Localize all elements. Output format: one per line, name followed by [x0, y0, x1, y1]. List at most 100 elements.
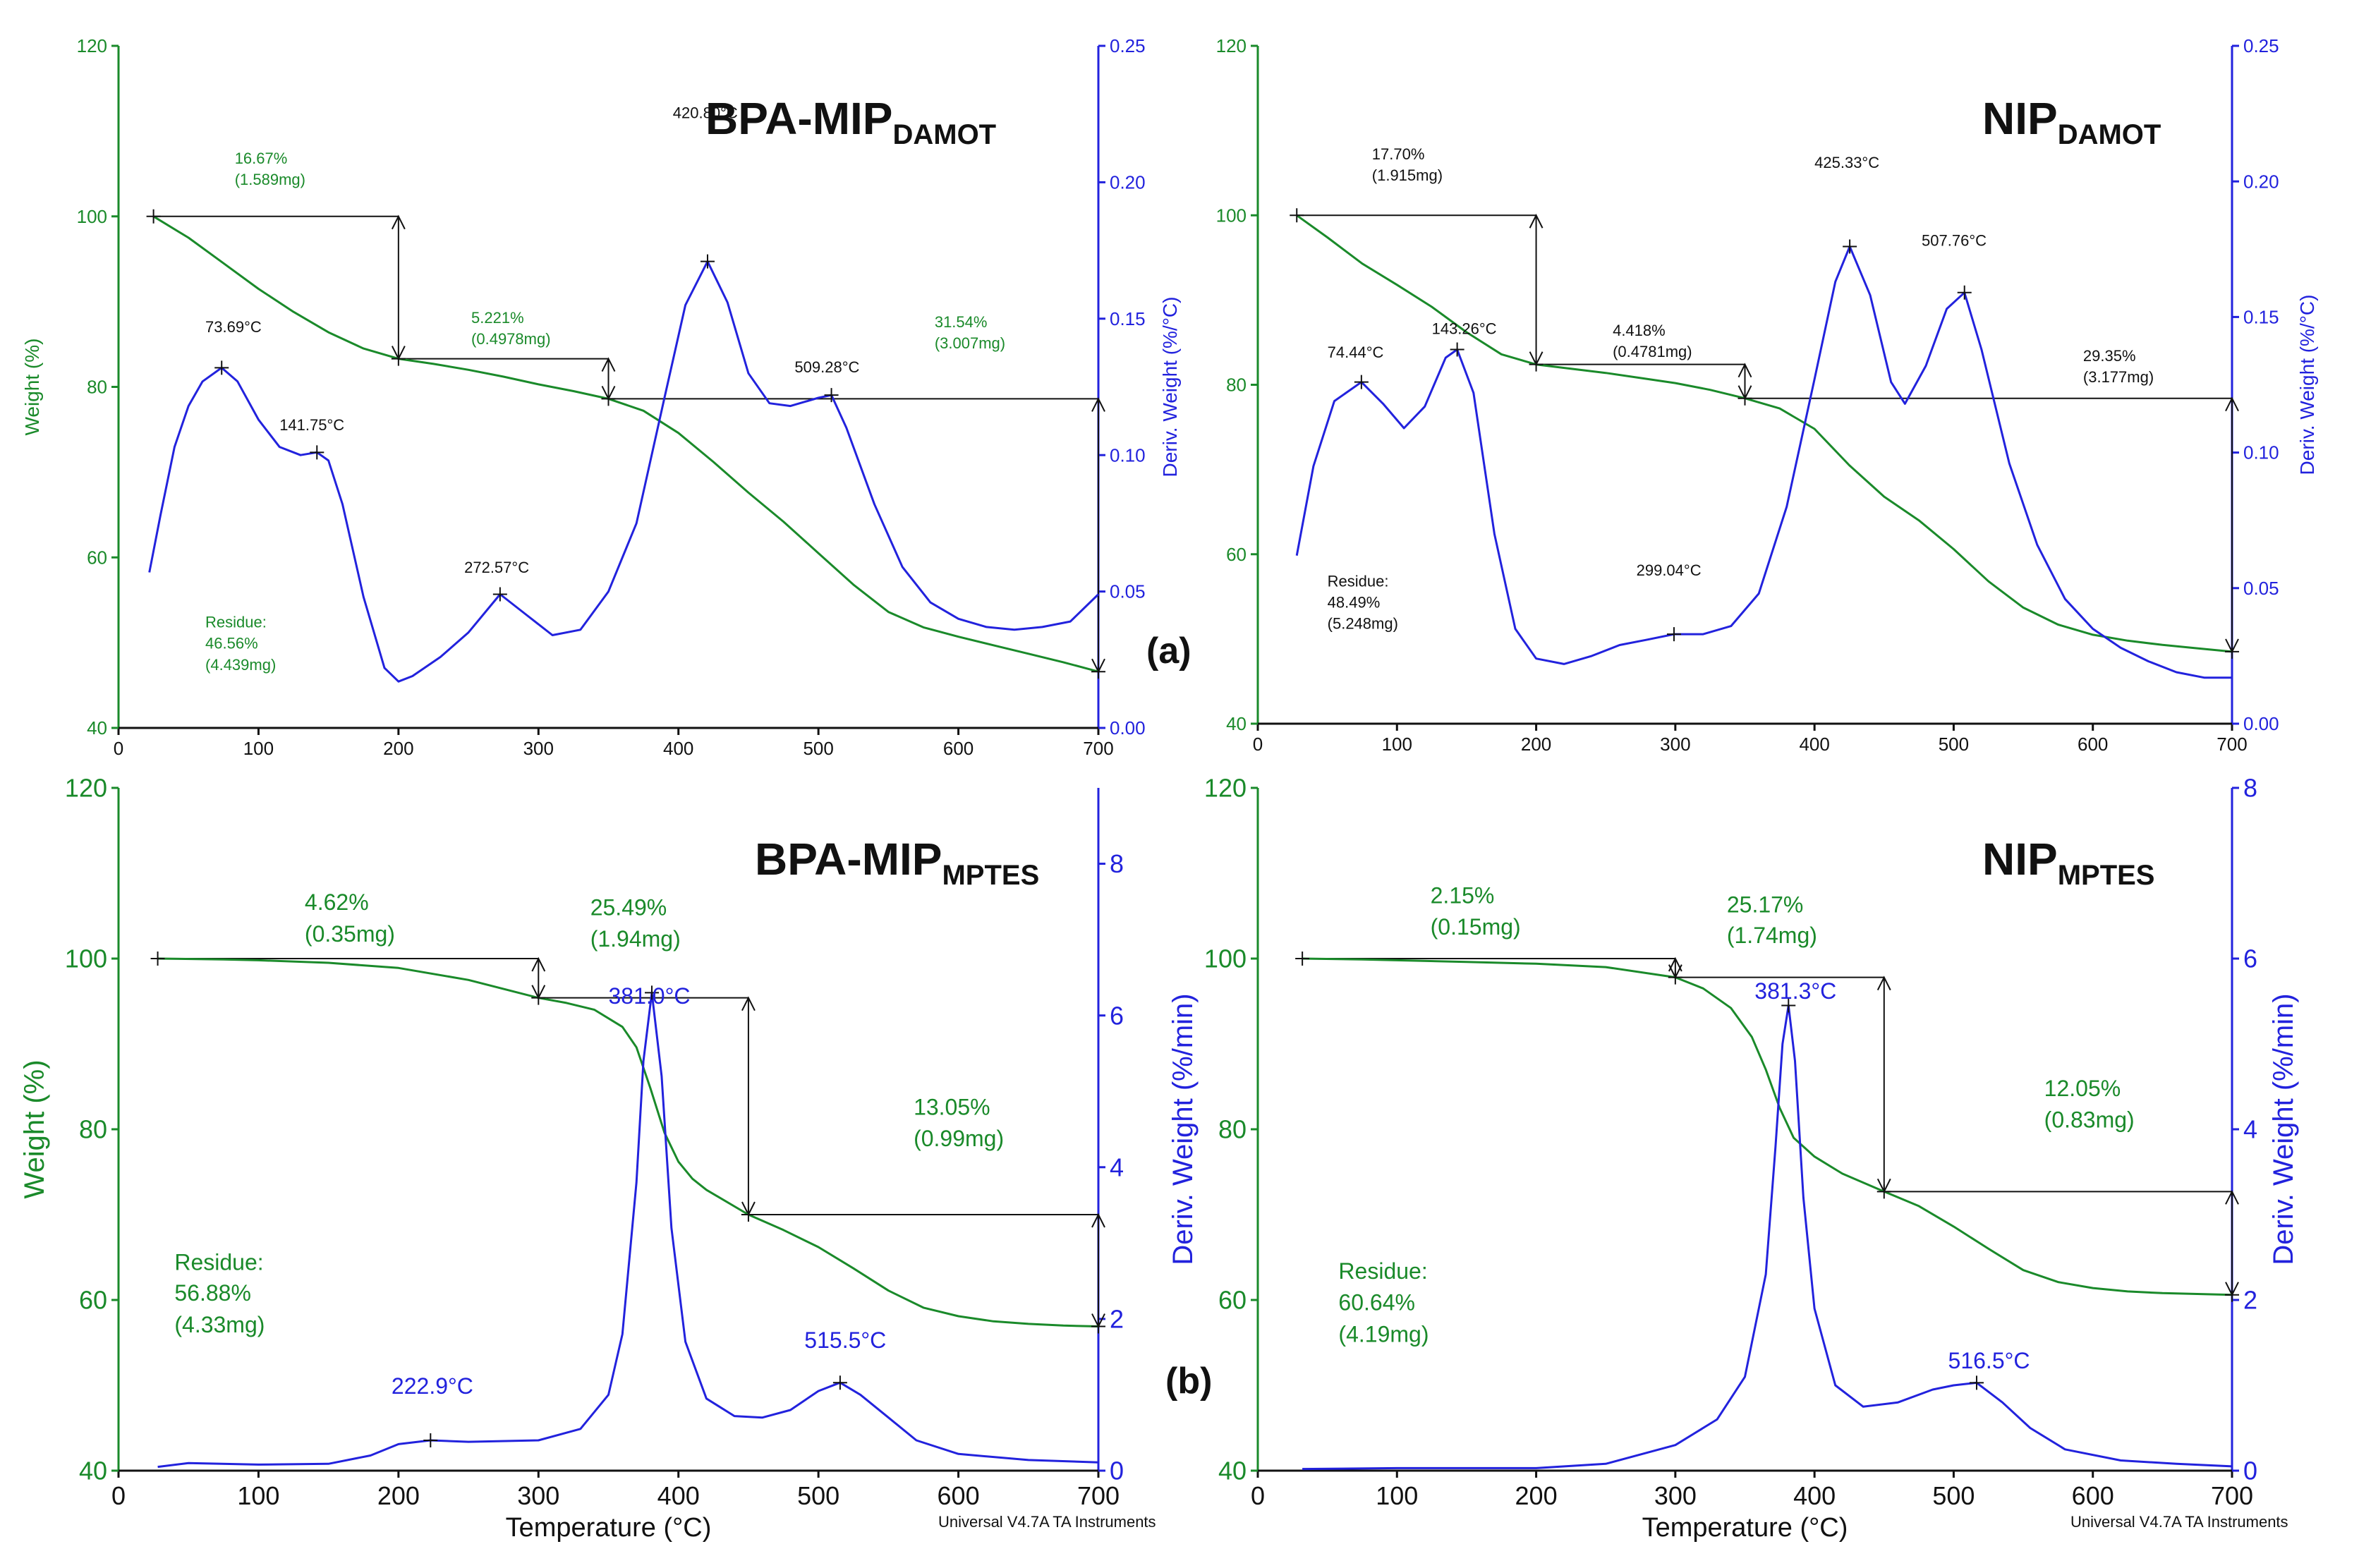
x-tick-label: 400: [657, 1481, 700, 1510]
cursor-marker: [150, 952, 165, 966]
annotation-label: 12.05%: [2044, 1076, 2121, 1101]
annotation-label: Residue:: [174, 1250, 263, 1275]
annotation-label: (4.19mg): [1338, 1321, 1429, 1347]
cursor-marker: [1354, 375, 1369, 389]
annotation-label: 222.9°C: [392, 1373, 473, 1399]
cursor-marker: [1666, 627, 1681, 642]
x-axis-label: Temperature (°C): [1642, 1513, 1848, 1543]
deriv-weight-curve: [148, 260, 1100, 683]
x-tick-label: 300: [1654, 1481, 1697, 1510]
y-left-tick-label: 120: [65, 774, 107, 803]
y-left-tick-label: 60: [1218, 1286, 1247, 1315]
x-tick-label: 200: [377, 1481, 420, 1510]
annotation-label: (5.248mg): [1328, 614, 1398, 632]
cursor-marker: [700, 254, 715, 269]
step-arrow-up: [601, 357, 616, 372]
step-arrow-up: [391, 214, 406, 230]
y-right-tick-label: 0.05: [2243, 578, 2279, 599]
annotation-label: 60.64%: [1338, 1290, 1415, 1315]
y-right-tick-label: 8: [1110, 849, 1124, 878]
y-left-tick-label: 120: [1216, 35, 1247, 56]
y-right-tick-label: 4: [2243, 1115, 2257, 1144]
y-right-tick-label: 0: [2243, 1457, 2257, 1485]
step-arrow-up: [1738, 363, 1752, 378]
cursor-marker: [832, 1375, 847, 1390]
cursor-marker: [531, 990, 546, 1005]
chart-title: NIPMPTES: [1982, 834, 2154, 891]
y-right-axis-label: Deriv. Weight (%/min): [1168, 993, 1199, 1265]
annotation-label: 25.17%: [1727, 892, 1804, 918]
y-right-tick-label: 0.00: [1110, 717, 1146, 739]
annotation-label: 425.33°C: [1814, 154, 1879, 171]
step-arrow-up: [1091, 397, 1105, 412]
cursor-marker: [146, 209, 161, 224]
y-left-axis-label: Weight (%): [19, 1059, 50, 1198]
panel-label-b: (b): [1165, 1361, 1212, 1402]
annotation-label: (4.33mg): [174, 1312, 265, 1337]
x-tick-label: 200: [1521, 734, 1551, 755]
x-tick-label: 400: [1799, 734, 1829, 755]
annotation-label: 73.69°C: [205, 318, 262, 336]
annotation-label: 507.76°C: [1922, 231, 1987, 249]
y-right-tick-label: 0.25: [1110, 35, 1146, 56]
x-tick-label: 500: [1932, 1481, 1975, 1510]
y-right-tick-label: 0.05: [1110, 581, 1146, 602]
cursor-marker: [214, 360, 229, 375]
annotation-label: (0.83mg): [2044, 1107, 2135, 1133]
annotation-label: (1.589mg): [235, 171, 305, 188]
x-tick-label: 0: [111, 1481, 126, 1510]
y-right-tick-label: 0.20: [2243, 171, 2279, 192]
cursor-marker: [1295, 952, 1310, 966]
x-tick-label: 300: [1660, 734, 1690, 755]
x-tick-label: 700: [1083, 738, 1113, 759]
y-right-tick-label: 8: [2243, 774, 2257, 803]
y-left-tick-label: 40: [1218, 1457, 1247, 1485]
cursor-marker: [601, 391, 616, 406]
cursor-marker: [1529, 357, 1544, 372]
y-left-tick-label: 60: [79, 1286, 107, 1315]
y-right-tick-label: 0.10: [1110, 444, 1146, 466]
annotation-label: 381.3°C: [1754, 978, 1836, 1004]
x-tick-label: 300: [517, 1481, 559, 1510]
y-left-tick-label: 40: [1226, 713, 1247, 734]
x-tick-label: 700: [2211, 1481, 2253, 1510]
instrument-footer: Universal V4.7A TA Instruments: [938, 1513, 1156, 1531]
x-axis-label: Temperature (°C): [506, 1513, 712, 1543]
annotation-label: Residue:: [205, 613, 267, 631]
y-left-tick-label: 80: [1226, 375, 1247, 396]
annotation-label: 515.5°C: [804, 1327, 886, 1353]
annotation-label: (0.4978mg): [471, 330, 551, 348]
annotation-label: 509.28°C: [794, 358, 859, 376]
y-right-tick-label: 6: [2243, 944, 2257, 973]
annotation-label: (3.007mg): [935, 334, 1005, 352]
y-left-tick-label: 80: [87, 377, 107, 398]
chart-top-left: 0 100 200 300 400 500 600 700 40 60 80 100 120 0.00 0.…: [21, 35, 1181, 759]
cursor-marker: [2225, 1287, 2239, 1302]
cursor-marker: [492, 587, 507, 602]
x-tick-label: 600: [938, 1481, 980, 1510]
x-tick-label: 600: [943, 738, 974, 759]
cursor-marker: [1843, 239, 1857, 254]
y-left-tick-label: 60: [1226, 544, 1247, 565]
x-tick-label: 0: [114, 738, 123, 759]
annotation-label: Residue:: [1328, 572, 1389, 590]
y-left-tick-label: 100: [1204, 944, 1247, 973]
weight-curve: [152, 215, 1099, 673]
x-tick-label: 600: [2072, 1481, 2114, 1510]
y-right-tick-label: 0.10: [2243, 442, 2279, 463]
annotation-label: 4.418%: [1613, 322, 1666, 339]
step-arrow-up: [531, 956, 546, 972]
y-left-tick-label: 100: [77, 206, 107, 227]
annotation-label: (0.35mg): [305, 921, 395, 947]
annotation-label: 4.62%: [305, 889, 369, 915]
annotation-label: 299.04°C: [1637, 561, 1702, 579]
deriv-weight-curve: [1302, 1004, 2233, 1471]
y-left-tick-label: 60: [87, 547, 107, 568]
annotation-label: (1.74mg): [1727, 923, 1817, 948]
cursor-marker: [824, 388, 839, 403]
annotation-label: 48.49%: [1328, 593, 1381, 611]
x-tick-label: 0: [1251, 1481, 1265, 1510]
y-right-tick-label: 2: [2243, 1286, 2257, 1315]
x-tick-label: 100: [1382, 734, 1412, 755]
annotation-label: (0.99mg): [914, 1126, 1004, 1151]
